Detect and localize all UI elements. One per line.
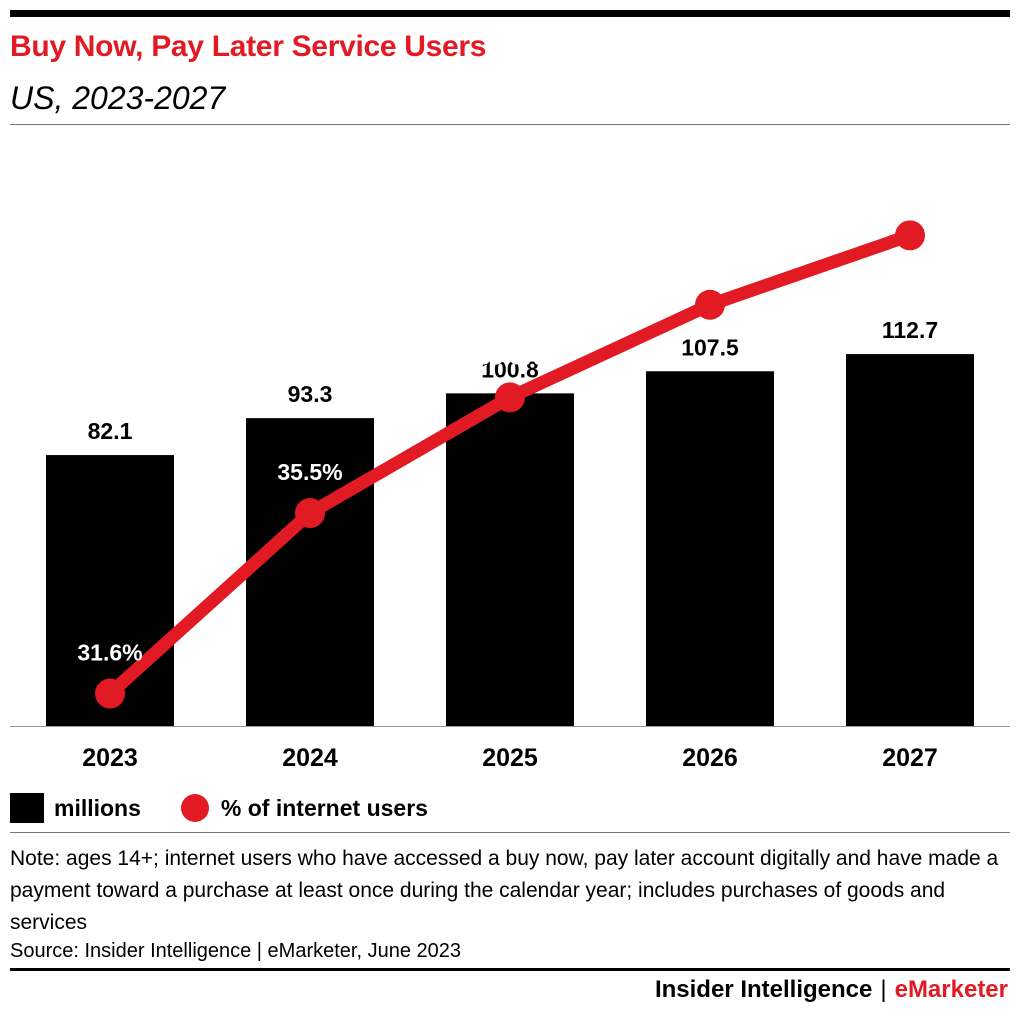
line-value-label: 40.0% [677,251,742,277]
bar-value-label: 82.1 [88,418,133,444]
line-value-label: 31.6% [77,640,142,666]
line-value-label: 38.0% [477,343,542,369]
line-point [695,289,725,320]
line-value-label: 41.5% [877,181,942,207]
line-point [895,220,925,251]
legend-divider [10,832,1010,833]
bar [846,354,974,726]
source-text: Source: Insider Intelligence | eMarketer… [10,940,462,962]
legend-item-line: % of internet users [180,794,428,822]
bar [446,393,574,726]
chart-subtitle: US, 2023-2027 [10,80,226,116]
x-tick-label: 2026 [682,744,738,772]
bar-value-label: 112.7 [882,317,938,343]
x-tick-label: 2023 [82,744,138,772]
bar-value-label: 107.5 [681,334,739,360]
bar-value-label: 100.8 [481,356,539,382]
x-tick-label: 2027 [882,744,938,772]
line-point [495,382,525,413]
brand-logo: Insider Intelligence | eMarketer [655,976,1008,1004]
bar-swatch-icon [10,793,44,823]
bar [646,371,774,726]
x-tick-label: 2024 [282,744,338,772]
legend: millions % of internet users [10,790,468,826]
legend-label-line: % of internet users [220,794,428,821]
legend-label-bars: millions [54,794,141,821]
brand-left: Insider Intelligence [654,976,873,1003]
line-point [95,678,125,709]
chart-title: Buy Now, Pay Later Service Users [10,30,487,63]
note-text: Note: ages 14+; internet users who have … [10,847,999,934]
line-point [295,498,325,529]
x-tick-label: 2025 [482,744,538,772]
subtitle-divider [10,124,1010,125]
bar-value-label: 93.3 [288,381,333,407]
dot-swatch-icon [180,794,209,822]
legend-item-bars: millions [10,793,141,823]
brand-separator: | [880,976,887,1003]
line-value-label: 35.5% [277,459,342,485]
chart-canvas: 82.1 2023 93.3 2024 100.8 2025 107.5 2026 112.7 2… [10,181,1010,772]
top-rule [10,10,1010,17]
bottom-rule [10,968,1010,971]
brand-right: eMarketer [894,976,1008,1003]
bar [246,418,374,726]
